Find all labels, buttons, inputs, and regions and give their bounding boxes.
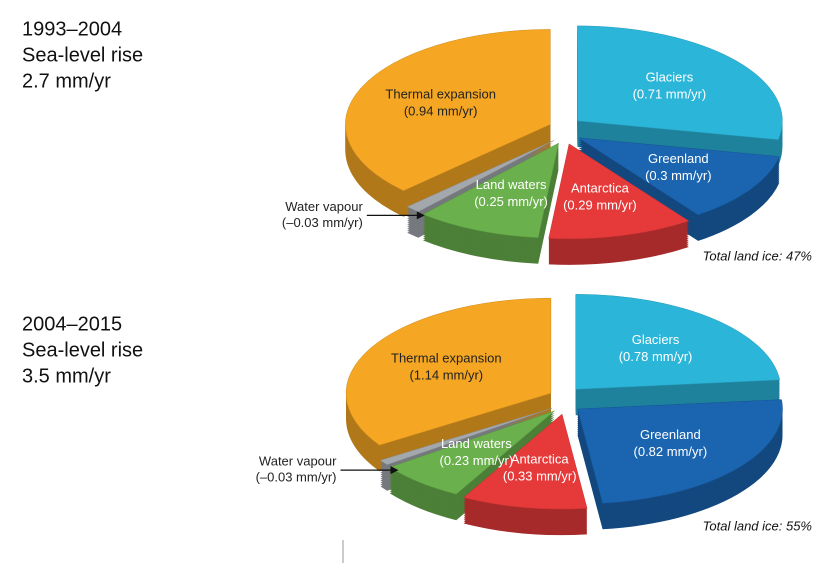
chart-total: 3.5 mm/yr (22, 365, 111, 387)
pie-slice (578, 137, 780, 216)
arrow-head (390, 466, 399, 475)
value-label: (0.94 mm/yr) (404, 103, 478, 118)
pie-slice (389, 410, 555, 495)
pie-slice (548, 143, 690, 240)
chart-subtitle: Sea-level rise (22, 339, 143, 361)
category-label: Greenland (640, 427, 701, 442)
value-label: (0.25 mm/yr) (474, 194, 548, 209)
value-label: (0.82 mm/yr) (634, 444, 708, 459)
arrow-head (416, 211, 425, 220)
pie-slice (577, 399, 783, 504)
annotation: Total land ice: 55% (703, 518, 812, 533)
value-label: (0.29 mm/yr) (563, 198, 637, 213)
pie-slice (577, 25, 783, 140)
value-label: (0.71 mm/yr) (633, 86, 707, 101)
category-label: Water vapour (259, 454, 337, 469)
chart-title: 1993–2004 (22, 18, 122, 40)
pie-slice (345, 297, 552, 446)
pie-slice (575, 294, 781, 390)
value-label: (0.23 mm/yr) (440, 453, 514, 468)
category-label: Land waters (476, 177, 547, 192)
value-label: (0.33 mm/yr) (503, 469, 577, 484)
value-label: (0.3 mm/yr) (645, 168, 711, 183)
annotation: Total land ice: 47% (703, 248, 812, 263)
category-label: Thermal expansion (391, 350, 502, 365)
category-label: Thermal expansion (385, 86, 496, 101)
category-label: Glaciers (632, 332, 680, 347)
category-label: Antarctica (511, 452, 570, 467)
value-label: (–0.03 mm/yr) (256, 470, 337, 485)
value-label: (–0.03 mm/yr) (282, 215, 363, 230)
chart-subtitle: Sea-level rise (22, 44, 143, 66)
slice-side (380, 410, 552, 467)
value-label: (1.14 mm/yr) (409, 367, 483, 382)
pie-slice (406, 140, 555, 212)
category-label: Glaciers (646, 69, 694, 84)
category-label: Antarctica (571, 181, 630, 196)
pie-slice (379, 407, 552, 465)
pie-slice (463, 413, 588, 510)
category-label: Land waters (441, 436, 512, 451)
pie-slice (345, 29, 551, 191)
category-label: Water vapour (285, 199, 363, 214)
category-label: Greenland (648, 151, 709, 166)
chart-total: 2.7 mm/yr (22, 70, 111, 92)
chart-title: 2004–2015 (22, 313, 122, 335)
pie-slice (422, 142, 559, 238)
value-label: (0.78 mm/yr) (619, 349, 693, 364)
